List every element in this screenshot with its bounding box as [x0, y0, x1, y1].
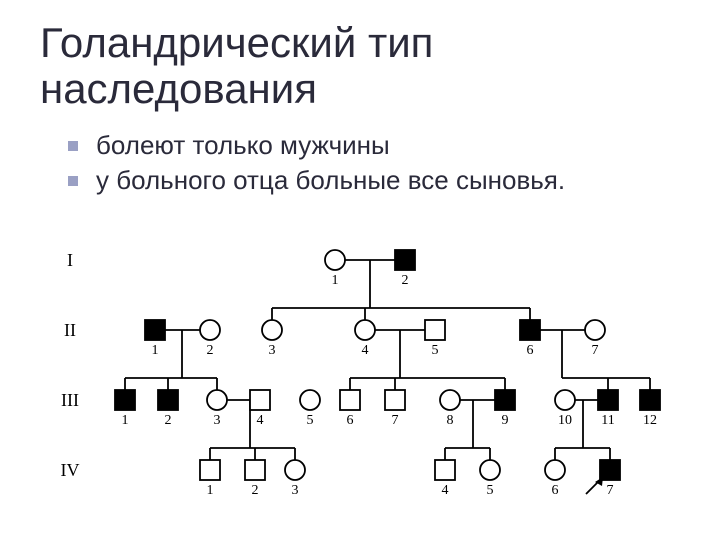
- pedigree-female: [285, 460, 305, 480]
- pedigree-node-number: 7: [392, 413, 399, 428]
- pedigree-diagram: IIIIIIIV1212345671234567891011121234567: [55, 235, 665, 525]
- pedigree-node-number: 5: [307, 413, 314, 428]
- bullet-text: у больного отца больные все сыновья.: [96, 165, 565, 196]
- pedigree-node-number: 5: [432, 343, 439, 358]
- pedigree-node-number: 6: [552, 483, 559, 498]
- bullet-text: болеют только мужчины: [96, 130, 390, 161]
- slide-title: Голандрический тип наследования: [40, 20, 680, 112]
- pedigree-male: [640, 390, 660, 410]
- pedigree-male: [385, 390, 405, 410]
- bullet-square-icon: [68, 176, 78, 186]
- bullet-square-icon: [68, 141, 78, 151]
- pedigree-male: [115, 390, 135, 410]
- pedigree-female: [355, 320, 375, 340]
- pedigree-node-number: 4: [442, 483, 449, 498]
- pedigree-male: [425, 320, 445, 340]
- svg-text:III: III: [61, 390, 79, 410]
- bullet-list: болеют только мужчины у больного отца бо…: [68, 130, 680, 196]
- svg-text:IV: IV: [61, 460, 80, 480]
- svg-text:II: II: [64, 320, 76, 340]
- pedigree-male: [495, 390, 515, 410]
- pedigree-node-number: 3: [292, 483, 299, 498]
- pedigree-node-number: 1: [332, 273, 339, 288]
- pedigree-female: [440, 390, 460, 410]
- pedigree-node-number: 2: [402, 273, 409, 288]
- pedigree-male: [158, 390, 178, 410]
- pedigree-node-number: 4: [257, 413, 264, 428]
- pedigree-male: [245, 460, 265, 480]
- pedigree-node-number: 3: [214, 413, 221, 428]
- pedigree-node-number: 7: [607, 483, 614, 498]
- bullet-item: болеют только мужчины: [68, 130, 680, 161]
- pedigree-male: [200, 460, 220, 480]
- pedigree-node-number: 2: [165, 413, 172, 428]
- bullet-item: у больного отца больные все сыновья.: [68, 165, 680, 196]
- pedigree-male: [145, 320, 165, 340]
- pedigree-node-number: 3: [269, 343, 276, 358]
- pedigree-male: [520, 320, 540, 340]
- pedigree-male: [340, 390, 360, 410]
- pedigree-node-number: 7: [592, 343, 599, 358]
- pedigree-node-number: 11: [601, 413, 614, 428]
- pedigree-node-number: 1: [122, 413, 129, 428]
- pedigree-male: [435, 460, 455, 480]
- pedigree-node-number: 4: [362, 343, 369, 358]
- pedigree-node-number: 6: [347, 413, 354, 428]
- pedigree-node-number: 2: [252, 483, 259, 498]
- pedigree-node-number: 6: [527, 343, 534, 358]
- pedigree-male: [598, 390, 618, 410]
- pedigree-male: [250, 390, 270, 410]
- pedigree-node-number: 2: [207, 343, 214, 358]
- pedigree-node-number: 12: [643, 413, 657, 428]
- pedigree-female: [480, 460, 500, 480]
- pedigree-female: [325, 250, 345, 270]
- pedigree-node-number: 5: [487, 483, 494, 498]
- pedigree-node-number: 8: [447, 413, 454, 428]
- pedigree-node-number: 10: [558, 413, 572, 428]
- svg-text:I: I: [67, 250, 73, 270]
- pedigree-node-number: 1: [152, 343, 159, 358]
- pedigree-female: [585, 320, 605, 340]
- pedigree-node-number: 1: [207, 483, 214, 498]
- pedigree-female: [207, 390, 227, 410]
- pedigree-female: [555, 390, 575, 410]
- pedigree-female: [262, 320, 282, 340]
- pedigree-female: [300, 390, 320, 410]
- pedigree-node-number: 9: [502, 413, 509, 428]
- pedigree-female: [200, 320, 220, 340]
- pedigree-female: [545, 460, 565, 480]
- pedigree-male: [395, 250, 415, 270]
